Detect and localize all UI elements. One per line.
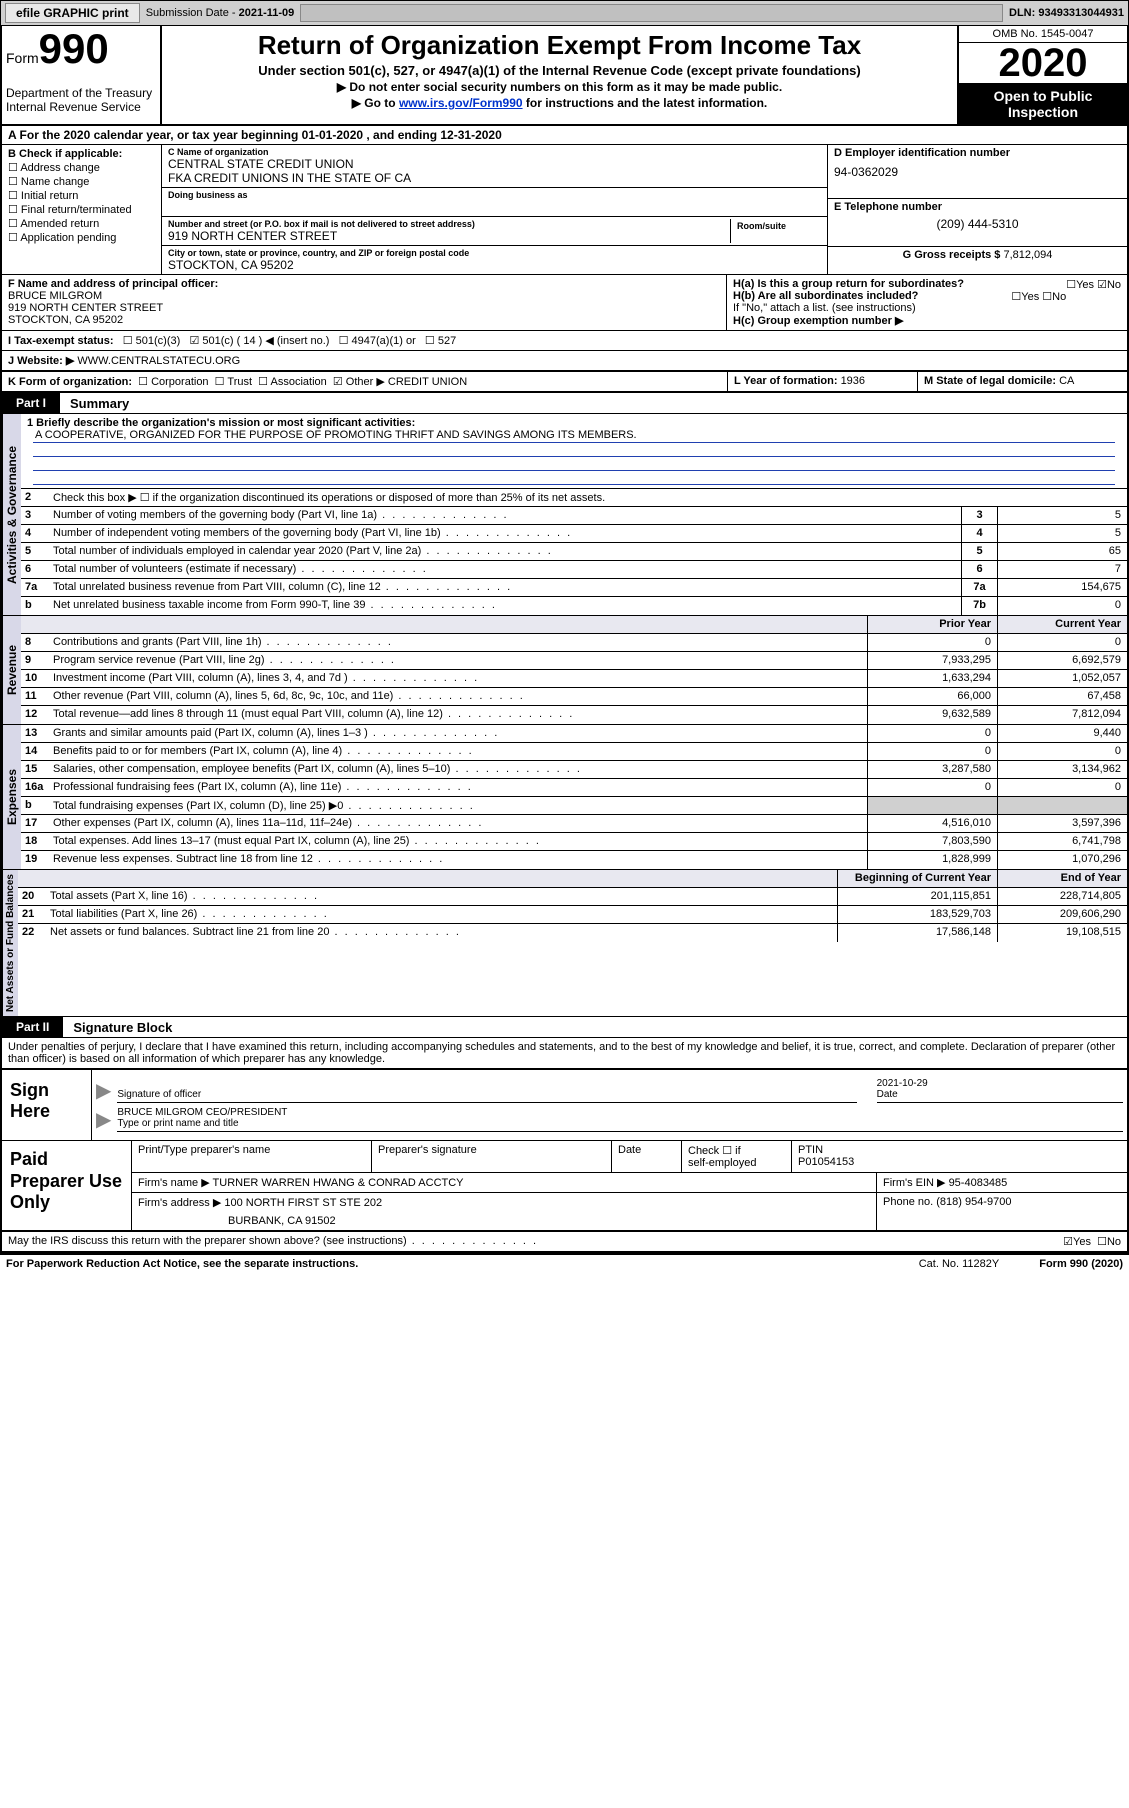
paid-preparer-block: Paid Preparer Use Only Print/Type prepar… xyxy=(2,1141,1127,1232)
officer-name-title: BRUCE MILGROM CEO/PRESIDENT xyxy=(117,1107,1123,1118)
begin-year-hdr: Beginning of Current Year xyxy=(837,870,997,887)
form-number: 990 xyxy=(39,25,109,72)
sign-date: 2021-10-29 xyxy=(877,1078,1123,1089)
summary-line: 9Program service revenue (Part VIII, lin… xyxy=(21,652,1127,670)
summary-line: 4Number of independent voting members of… xyxy=(21,525,1127,543)
top-bar: efile GRAPHIC print Submission Date - 20… xyxy=(0,0,1129,26)
summary-line: 7aTotal unrelated business revenue from … xyxy=(21,579,1127,597)
cat-no: Cat. No. 11282Y xyxy=(919,1258,1000,1270)
summary-line: 19Revenue less expenses. Subtract line 1… xyxy=(21,851,1127,869)
street-address: 919 NORTH CENTER STREET xyxy=(168,229,730,243)
chk-pending[interactable]: ☐ Application pending xyxy=(8,231,155,244)
box-h: H(a) Is this a group return for subordin… xyxy=(727,275,1127,330)
discuss-row: May the IRS discuss this return with the… xyxy=(2,1232,1127,1253)
summary-line: 6Total number of volunteers (estimate if… xyxy=(21,561,1127,579)
calendar-year-row: A For the 2020 calendar year, or tax yea… xyxy=(2,126,1127,145)
prior-year-hdr: Prior Year xyxy=(867,616,997,633)
summary-line: 22Net assets or fund balances. Subtract … xyxy=(18,924,1127,942)
return-title: Return of Organization Exempt From Incom… xyxy=(168,30,951,61)
chk-name[interactable]: ☐ Name change xyxy=(8,175,155,188)
summary-line: 8Contributions and grants (Part VIII, li… xyxy=(21,634,1127,652)
box-c: C Name of organization CENTRAL STATE CRE… xyxy=(162,145,827,274)
tax-year: 2020 xyxy=(959,43,1127,84)
vlabel-governance: Activities & Governance xyxy=(2,414,21,615)
summary-line: bTotal fundraising expenses (Part IX, co… xyxy=(21,797,1127,815)
chk-amended[interactable]: ☐ Amended return xyxy=(8,217,155,230)
city-state-zip: STOCKTON, CA 95202 xyxy=(168,258,821,272)
end-year-hdr: End of Year xyxy=(997,870,1127,887)
dln: DLN: 93493313044931 xyxy=(1009,7,1124,19)
ptin: P01054153 xyxy=(798,1156,854,1168)
gross-receipts: 7,812,094 xyxy=(1003,249,1052,261)
form-word: Form xyxy=(6,50,39,66)
state-domicile: CA xyxy=(1059,375,1074,387)
summary-line: 13Grants and similar amounts paid (Part … xyxy=(21,725,1127,743)
officer-name: BRUCE MILGROM xyxy=(8,290,720,302)
submission-label: Submission Date - 2021-11-09 xyxy=(146,7,295,19)
summary-line: 18Total expenses. Add lines 13–17 (must … xyxy=(21,833,1127,851)
chk-initial[interactable]: ☐ Initial return xyxy=(8,189,155,202)
dept-treasury: Department of the Treasury Internal Reve… xyxy=(6,86,156,114)
telephone: (209) 444-5310 xyxy=(834,217,1121,231)
subtitle-2: Do not enter social security numbers on … xyxy=(168,80,951,94)
vlabel-expenses: Expenses xyxy=(2,725,21,869)
irs-link[interactable]: www.irs.gov/Form990 xyxy=(399,96,523,110)
summary-line: 3Number of voting members of the governi… xyxy=(21,507,1127,525)
page-footer: For Paperwork Reduction Act Notice, see … xyxy=(0,1255,1129,1273)
box-f: F Name and address of principal officer:… xyxy=(2,275,727,330)
summary-line: 12Total revenue—add lines 8 through 11 (… xyxy=(21,706,1127,724)
vlabel-revenue: Revenue xyxy=(2,616,21,724)
form-header: Form990 Department of the Treasury Inter… xyxy=(2,26,1127,126)
row-k-l-m: K Form of organization: ☐ Corporation ☐ … xyxy=(2,372,1127,393)
website: WWW.CENTRALSTATECU.ORG xyxy=(77,355,240,367)
row-i: I Tax-exempt status: ☐ 501(c)(3) ☑ 501(c… xyxy=(2,331,1127,351)
firm-phone: (818) 954-9700 xyxy=(936,1196,1011,1208)
chk-final[interactable]: ☐ Final return/terminated xyxy=(8,203,155,216)
open-public: Open to Public Inspection xyxy=(959,84,1127,124)
subtitle-1: Under section 501(c), 527, or 4947(a)(1)… xyxy=(168,63,951,78)
part-2-header: Part II Signature Block xyxy=(2,1016,1127,1038)
box-b: B Check if applicable: ☐ Address change … xyxy=(2,145,162,274)
org-name: CENTRAL STATE CREDIT UNION xyxy=(168,157,821,171)
line-2: Check this box ▶ ☐ if the organization d… xyxy=(49,489,1127,506)
org-fka: FKA CREDIT UNIONS IN THE STATE OF CA xyxy=(168,171,821,185)
part-1-header: Part I Summary xyxy=(2,393,1127,414)
arrow-icon: ▶ xyxy=(96,1078,111,1103)
vlabel-net-assets: Net Assets or Fund Balances xyxy=(2,870,18,1016)
firm-ein: 95-4083485 xyxy=(949,1177,1008,1189)
summary-line: 16aProfessional fundraising fees (Part I… xyxy=(21,779,1127,797)
summary-line: 20Total assets (Part X, line 16)201,115,… xyxy=(18,888,1127,906)
subtitle-3: Go to www.irs.gov/Form990 for instructio… xyxy=(168,96,951,110)
spacer-bar xyxy=(300,4,1003,22)
firm-address: 100 NORTH FIRST ST STE 202 xyxy=(224,1197,382,1209)
sign-here-block: Sign Here ▶ Signature of officer 2021-10… xyxy=(2,1068,1127,1141)
summary-line: 21Total liabilities (Part X, line 26)183… xyxy=(18,906,1127,924)
summary-line: 11Other revenue (Part VIII, column (A), … xyxy=(21,688,1127,706)
arrow-icon: ▶ xyxy=(96,1107,111,1132)
summary-line: 5Total number of individuals employed in… xyxy=(21,543,1127,561)
summary-line: 10Investment income (Part VIII, column (… xyxy=(21,670,1127,688)
summary-line: bNet unrelated business taxable income f… xyxy=(21,597,1127,615)
row-j: J Website: ▶ WWW.CENTRALSTATECU.ORG xyxy=(2,351,1127,372)
summary-line: 14Benefits paid to or for members (Part … xyxy=(21,743,1127,761)
perjury-declaration: Under penalties of perjury, I declare th… xyxy=(2,1038,1127,1068)
ein: 94-0362029 xyxy=(834,165,1121,179)
box-d-e-g: D Employer identification number 94-0362… xyxy=(827,145,1127,274)
efile-print-button[interactable]: efile GRAPHIC print xyxy=(5,3,140,23)
summary-line: 17Other expenses (Part IX, column (A), l… xyxy=(21,815,1127,833)
year-formation: 1936 xyxy=(841,375,865,387)
mission-text: A COOPERATIVE, ORGANIZED FOR THE PURPOSE… xyxy=(33,429,1115,443)
summary-line: 15Salaries, other compensation, employee… xyxy=(21,761,1127,779)
firm-name: TURNER WARREN HWANG & CONRAD ACCTCY xyxy=(213,1177,464,1189)
current-year-hdr: Current Year xyxy=(997,616,1127,633)
chk-address[interactable]: ☐ Address change xyxy=(8,161,155,174)
